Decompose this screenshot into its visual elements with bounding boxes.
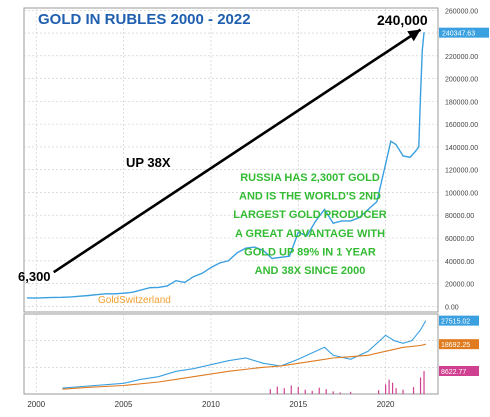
- gold-price-point: [35, 297, 37, 299]
- gold-price-point: [53, 296, 55, 299]
- y-tick-label: 160000.00: [445, 122, 478, 129]
- gold-price-point: [149, 287, 151, 289]
- gold-price-point: [175, 280, 177, 282]
- gold-price-point: [421, 49, 423, 51]
- chart-title: GOLD IN RUBLES 2000 - 2022: [38, 11, 251, 28]
- gold-price-point: [390, 140, 392, 142]
- sub-value-label: 18692.25: [441, 342, 470, 349]
- gold-price-point: [122, 292, 125, 294]
- gold-price-point: [253, 246, 256, 248]
- sub-value-tag: [439, 315, 479, 326]
- sub-value-label: 8622.77: [441, 369, 466, 376]
- last-value-tag: [439, 27, 489, 38]
- y-tick-label: 100000.00: [445, 190, 478, 197]
- gold-price-point: [227, 260, 229, 262]
- y-tick-label: 260000.00: [445, 8, 478, 15]
- gold-price-point: [350, 220, 352, 222]
- main-plot-frame: [23, 7, 439, 313]
- gold-price-point: [395, 144, 397, 146]
- y-tick-label: 80000.00: [445, 213, 474, 220]
- gold-price-point: [157, 286, 160, 289]
- x-tick-label: 2015: [289, 400, 307, 409]
- y-tick-label: 140000.00: [445, 145, 478, 152]
- last-value-label: 240347.63: [442, 31, 475, 38]
- gold-price-point: [288, 255, 291, 257]
- gold-price-point: [184, 281, 186, 283]
- gold-price-point: [61, 296, 64, 298]
- x-tick-label: 2020: [377, 400, 395, 409]
- gold-price-point: [88, 294, 90, 297]
- gold-price-point: [210, 266, 212, 269]
- y-tick-label: 120000.00: [445, 168, 478, 175]
- trend-arrow-shaft: [52, 28, 422, 274]
- sub-series-line: [62, 343, 426, 390]
- sub-plot-frame: [23, 313, 439, 395]
- gold-price-point: [236, 252, 238, 254]
- gold-price-point: [297, 231, 299, 233]
- gold-price-point: [332, 222, 334, 224]
- gold-price-point: [70, 296, 72, 298]
- annotation-russia-line: RUSSIA HAS 2,300T GOLD: [240, 172, 380, 184]
- gold-price-point: [384, 163, 387, 165]
- sub-value-label: 27515.02: [441, 319, 470, 326]
- annotation-6300: 6,300: [18, 269, 51, 284]
- trend-arrow-head: [407, 29, 421, 42]
- gold-price-point: [341, 220, 343, 222]
- y-tick-label: 180000.00: [445, 99, 478, 106]
- gold-price-point: [96, 293, 98, 296]
- annotation-russia-line: LARGEST GOLD PRODUCER: [233, 209, 386, 221]
- sub-series-line: [62, 320, 427, 389]
- gold-price-point: [26, 297, 29, 299]
- gold-price-point: [418, 146, 420, 148]
- gold-price-point: [219, 262, 221, 264]
- y-tick-label: 60000.00: [445, 236, 474, 243]
- y-tick-label: 0.00: [445, 304, 459, 311]
- gold-price-point: [245, 247, 247, 249]
- gold-price-point: [409, 156, 411, 158]
- x-tick-label: 2000: [27, 400, 45, 409]
- gold-price-point: [376, 200, 378, 203]
- watermark-goldswitzerland: GoldSwitzerland: [98, 295, 171, 306]
- gold-price-point: [271, 257, 273, 260]
- y-tick-label: 220000.00: [445, 54, 478, 61]
- gold-price-point: [423, 32, 425, 34]
- gold-price-point: [131, 291, 133, 293]
- gold-price-point: [367, 208, 369, 211]
- gold-price-point: [192, 276, 195, 278]
- gold-price-point: [201, 272, 203, 274]
- y-tick-label: 40000.00: [445, 259, 474, 266]
- sub-value-tag: [439, 366, 479, 377]
- gold-price-point: [306, 235, 308, 237]
- annotation-up-38x: UP 38X: [126, 155, 171, 170]
- x-tick-label: 2010: [202, 400, 220, 409]
- gold-price-point: [79, 295, 81, 297]
- annotation-russia-line: A GREAT ADVANTAGE WITH: [235, 228, 385, 240]
- gold-price-point: [280, 256, 282, 258]
- gold-price-point: [44, 297, 46, 299]
- y-tick-label: 20000.00: [445, 282, 474, 289]
- gold-price-point: [166, 285, 168, 287]
- x-tick-label: 2005: [115, 400, 133, 409]
- gold-price-point: [323, 208, 326, 211]
- annotation-russia-line: AND IS THE WORLD'S 2ND: [239, 191, 381, 203]
- gold-price-point: [114, 293, 116, 295]
- y-tick-label: 200000.00: [445, 77, 478, 84]
- gold-price-point: [140, 289, 142, 291]
- gold-price-point: [262, 249, 264, 252]
- gold-price-point: [402, 155, 404, 157]
- gold-price-point: [414, 150, 416, 153]
- annotation-russia-line: AND 38X SINCE 2000: [255, 265, 366, 277]
- annotation-240000: 240,000: [377, 12, 428, 28]
- gold-price-point: [419, 95, 422, 97]
- annotation-russia-line: GOLD UP 89% IN 1 YEAR: [244, 246, 376, 258]
- gold-price-point: [315, 220, 317, 222]
- gold-price-point: [358, 216, 360, 219]
- sub-value-tag: [439, 339, 479, 350]
- gold-price-point: [105, 293, 107, 295]
